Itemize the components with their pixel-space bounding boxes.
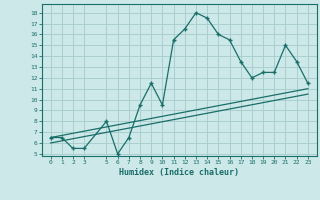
- X-axis label: Humidex (Indice chaleur): Humidex (Indice chaleur): [119, 168, 239, 177]
